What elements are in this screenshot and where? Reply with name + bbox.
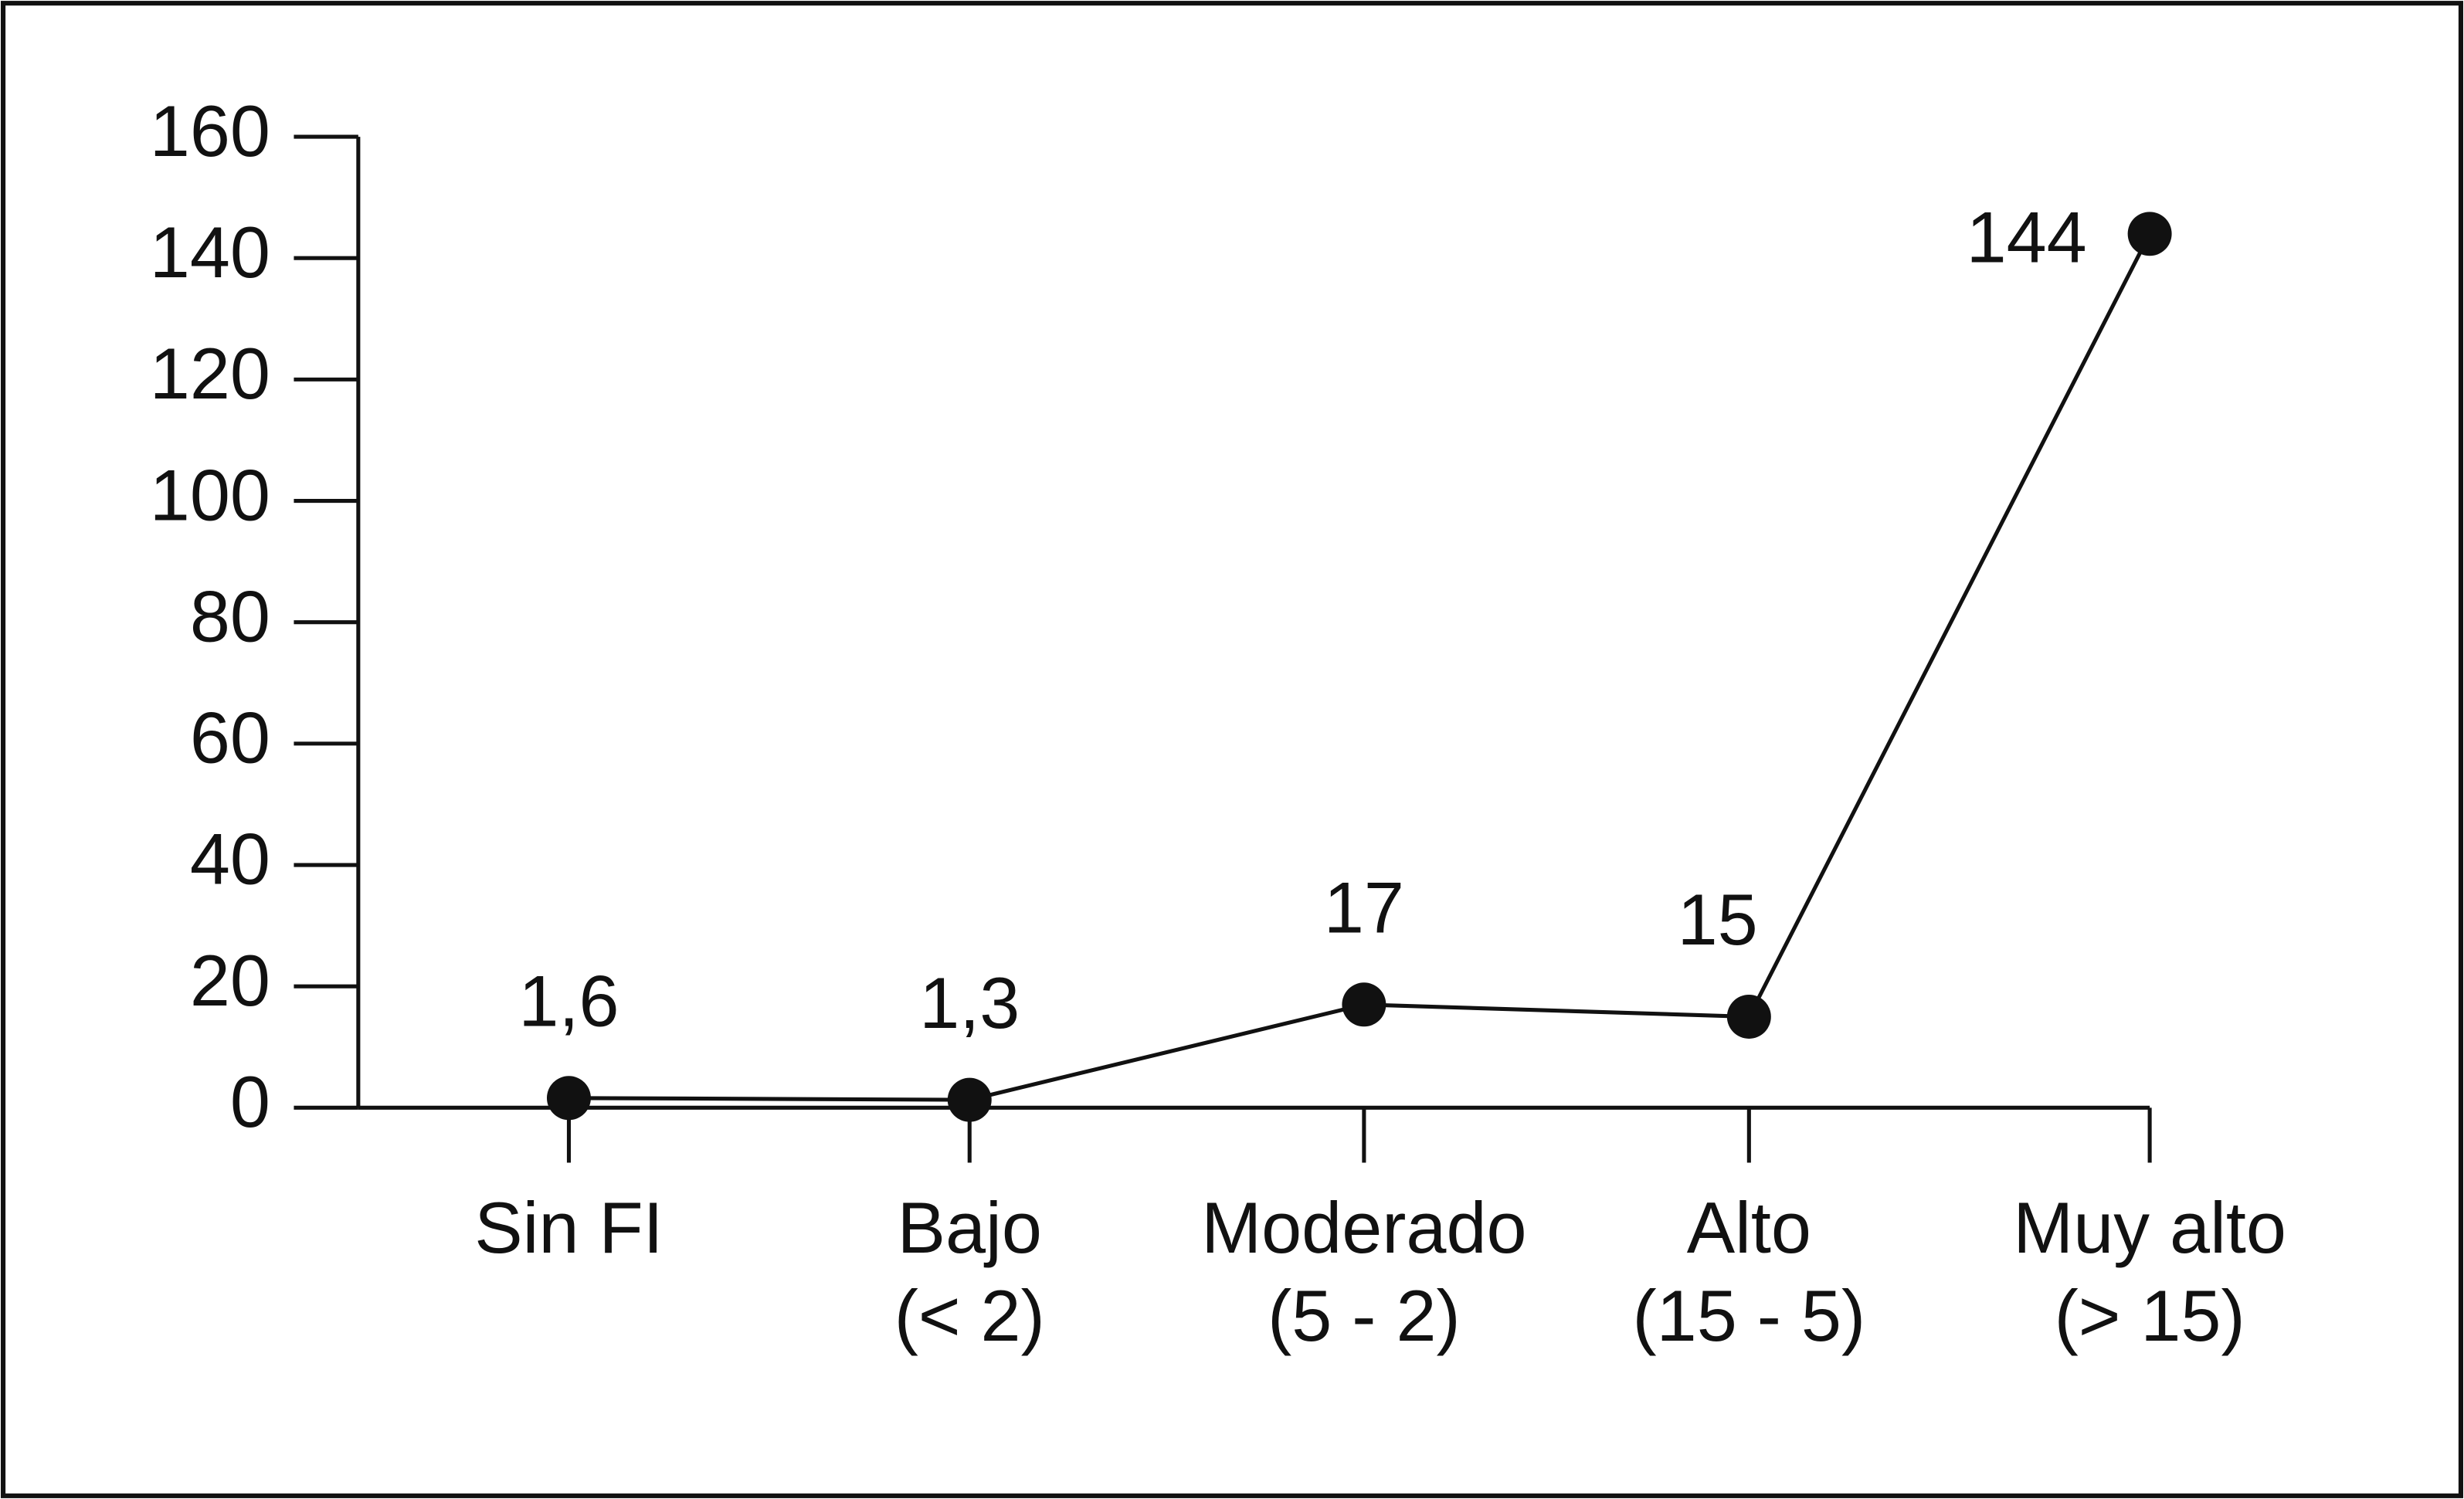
y-tick-label: 140: [150, 212, 270, 293]
y-tick-label: 80: [190, 575, 270, 656]
y-tick-label: 160: [150, 90, 270, 171]
marker: [2127, 212, 2172, 256]
y-tick-label: 60: [190, 697, 270, 778]
y-tick-label: 120: [150, 333, 270, 414]
y-tick-label: 100: [150, 454, 270, 535]
x-tick-label: Alto (15 - 5): [1633, 1187, 1866, 1356]
x-tick-label: Bajo (< 2): [894, 1187, 1045, 1356]
y-tick-label: 40: [190, 819, 270, 900]
marker: [1342, 982, 1386, 1027]
x-tick-label: Sin FI: [474, 1187, 663, 1268]
marker: [947, 1077, 992, 1122]
marker: [546, 1076, 591, 1121]
y-tick-label: 20: [190, 940, 270, 1021]
data-label: 1,6: [518, 961, 619, 1042]
x-tick-label: Moderado (5 - 2): [1201, 1187, 1526, 1356]
data-label: 15: [1678, 879, 1758, 960]
data-label: 17: [1324, 867, 1404, 948]
marker: [1726, 994, 1771, 1039]
y-tick-label: 0: [230, 1061, 270, 1142]
x-tick-label: Muy alto (> 15): [2013, 1187, 2286, 1356]
data-label: 1,3: [919, 962, 1020, 1043]
data-label: 144: [1967, 197, 2087, 278]
